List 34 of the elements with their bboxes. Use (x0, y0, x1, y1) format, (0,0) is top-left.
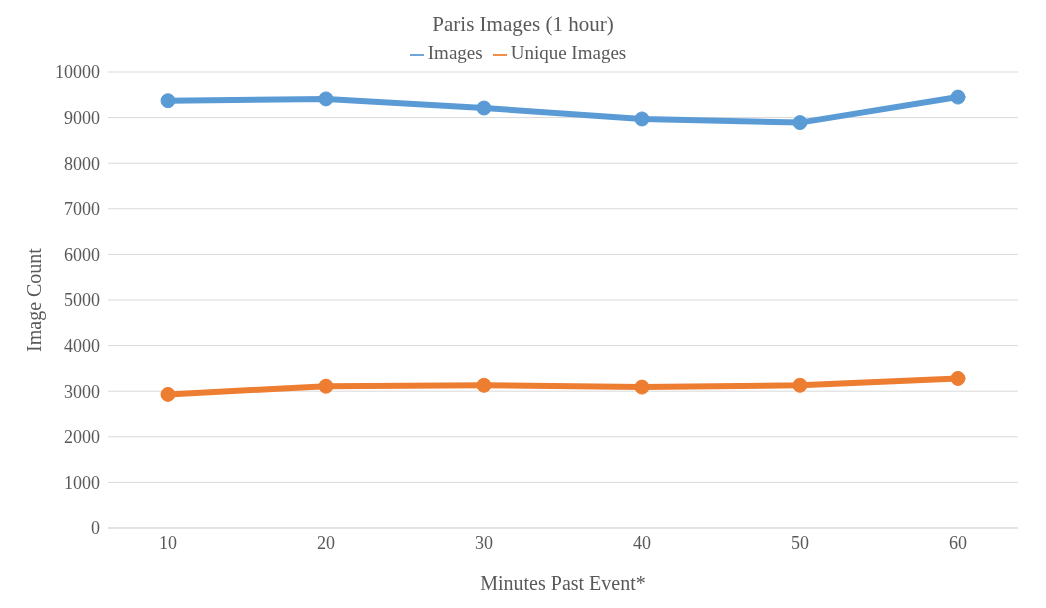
y-tick-label: 0 (91, 518, 100, 539)
y-tick-label: 5000 (64, 290, 100, 311)
y-tick-label: 6000 (64, 244, 100, 265)
point (318, 378, 334, 394)
y-tick-label: 8000 (64, 153, 100, 174)
y-tick-label: 3000 (64, 381, 100, 402)
y-tick-label: 9000 (64, 107, 100, 128)
point (318, 91, 334, 107)
x-axis-title: Minutes Past Event* (480, 572, 646, 594)
point (950, 89, 966, 105)
y-tick-label: 1000 (64, 472, 100, 493)
y-tick-label: 2000 (64, 427, 100, 448)
x-tick-label: 40 (633, 532, 651, 553)
y-tick-label: 7000 (64, 199, 100, 220)
x-tick-label: 30 (475, 532, 493, 553)
point (634, 111, 650, 127)
y-tick-label: 10000 (55, 62, 100, 83)
x-tick-label: 60 (949, 532, 967, 553)
legend-label: Images (427, 42, 483, 63)
point (476, 377, 492, 393)
point (634, 379, 650, 395)
x-tick-label: 50 (791, 532, 809, 553)
x-tick-label: 10 (159, 532, 177, 553)
y-axis-title: Image Count (23, 247, 47, 352)
point (160, 93, 176, 109)
point (476, 100, 492, 116)
point (160, 386, 176, 402)
x-tick-label: 20 (317, 532, 335, 553)
chart-title: Paris Images (1 hour) (431, 11, 615, 38)
legend-label: Unique Images (510, 42, 627, 63)
point (792, 377, 808, 393)
point (950, 370, 966, 386)
y-tick-label: 4000 (64, 335, 100, 356)
point (792, 115, 808, 131)
